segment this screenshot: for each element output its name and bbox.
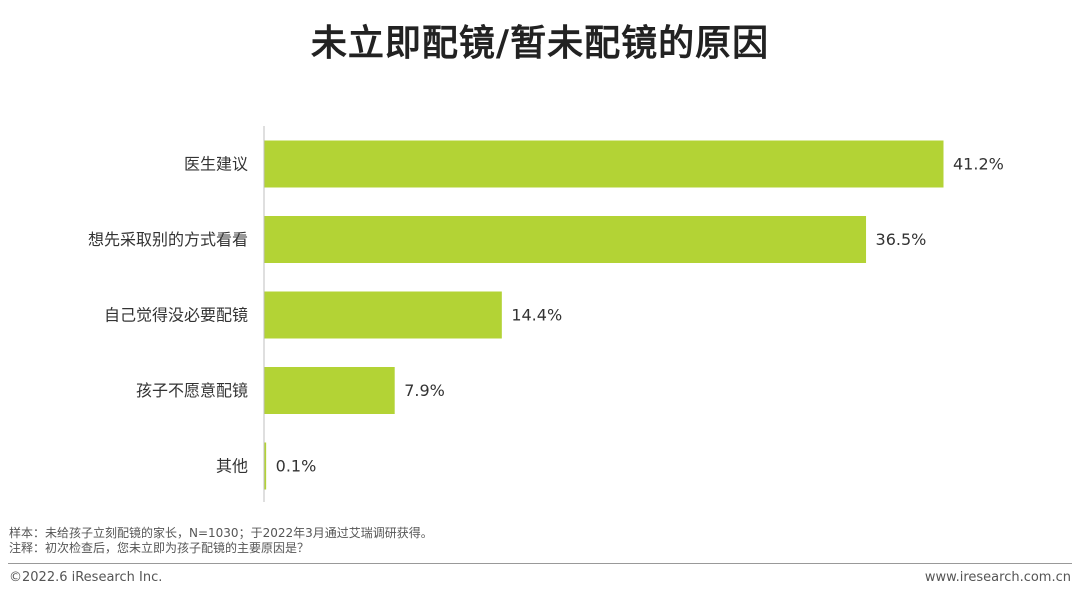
value-label-0: 41.2% [953, 155, 1004, 174]
bar-3 [264, 367, 395, 414]
sample-note: 样本：未给孩子立刻配镜的家长，N=1030；于2022年3月通过艾瑞调研获得。 [9, 526, 433, 540]
value-label-3: 7.9% [404, 381, 445, 400]
category-label-3: 孩子不愿意配镜 [136, 381, 248, 400]
footer-divider [8, 563, 1072, 564]
category-label-2: 自己觉得没必要配镜 [104, 306, 248, 325]
bar-4 [264, 442, 267, 490]
notes: 样本：未给孩子立刻配镜的家长，N=1030；于2022年3月通过艾瑞调研获得。 … [9, 526, 433, 556]
bar-chart: 医生建议 41.2% 想先采取别的方式看看 36.5% 自己觉得没必要配镜 14.4% 孩子… [88, 126, 1004, 502]
comment-note: 注释：初次检查后，您未立即为孩子配镜的主要原因是？ [9, 541, 310, 555]
value-label-2: 14.4% [511, 306, 562, 325]
chart-title: 未立即配镜/暂未配镜的原因 [310, 23, 770, 64]
category-label-1: 想先采取别的方式看看 [88, 230, 248, 249]
website-link[interactable]: www.iresearch.com.cn [924, 570, 1071, 585]
value-label-4: 0.1% [276, 457, 317, 476]
bar-1 [264, 216, 867, 263]
copyright: ©2022.6 iResearch Inc. [9, 570, 163, 585]
value-label-1: 36.5% [876, 230, 927, 249]
category-label-0: 医生建议 [184, 155, 248, 174]
bar-2 [264, 291, 502, 339]
category-label-4: 其他 [216, 457, 248, 476]
bar-0 [264, 140, 944, 188]
